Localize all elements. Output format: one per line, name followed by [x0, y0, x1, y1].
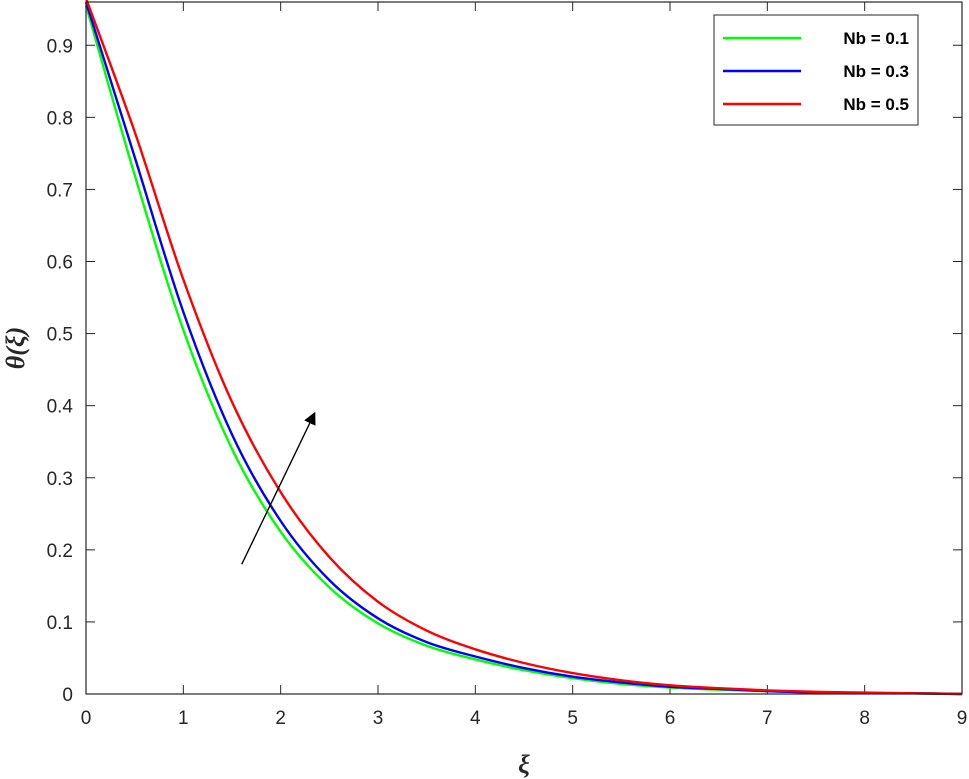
legend-label-1: Nb = 0.1: [843, 29, 909, 48]
y-tick-label: 0.6: [47, 253, 73, 274]
x-tick-label: 8: [859, 708, 870, 729]
x-tick-label: 9: [957, 708, 968, 729]
x-axis-title: ξ: [518, 750, 530, 779]
x-tick-label: 7: [762, 708, 773, 729]
y-tick-label: 0.8: [47, 108, 73, 129]
trend-arrow: [241, 411, 316, 565]
plot-frame: [85, 1, 963, 695]
y-tick-label: 0.3: [47, 469, 73, 490]
y-axis-title: θ(ξ): [1, 327, 30, 370]
legend-box: [713, 14, 919, 126]
legend-label-2: Nb = 0.3: [843, 62, 909, 81]
y-tick-label: 0.5: [47, 325, 73, 346]
y-tick-label: 0.7: [47, 180, 73, 201]
x-tick-label: 3: [373, 708, 384, 729]
y-tick-label: 0: [62, 685, 73, 706]
x-tick-label: 2: [275, 708, 286, 729]
x-tick-label: 1: [178, 708, 189, 729]
legend: Nb = 0.1 Nb = 0.3 Nb = 0.5: [713, 14, 919, 126]
legend-label-3: Nb = 0.5: [843, 95, 909, 114]
series-layer: [84, 0, 963, 696]
x-tick-label: 4: [470, 708, 481, 729]
y-tick-label: 0.1: [47, 613, 73, 634]
x-tick-label: 6: [665, 708, 676, 729]
y-tick-label: 0.2: [47, 541, 73, 562]
ticks-layer: 0 1 2 3 4 5 6 7 8 9 0 0.1 0.2 0.3 0.4 0.5 0.6 0.7 0.8 0.9: [47, 2, 968, 729]
y-tick-label: 0.9: [47, 36, 73, 57]
x-tick-label: 5: [567, 708, 578, 729]
x-tick-label: 0: [81, 708, 92, 729]
series-line-3: [85, 0, 963, 696]
annotation-layer: [241, 411, 316, 565]
y-tick-label: 0.4: [47, 397, 74, 418]
